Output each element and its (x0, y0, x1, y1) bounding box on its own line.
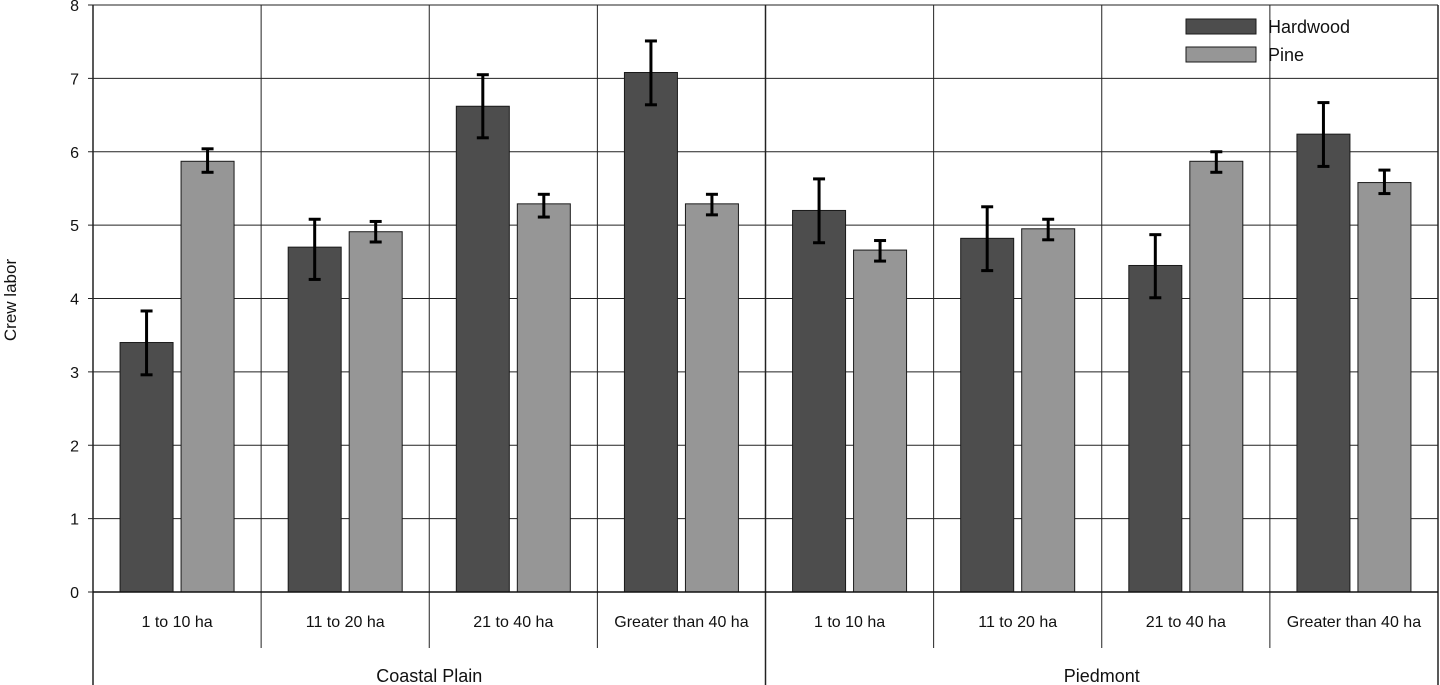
y-tick-label: 0 (70, 585, 79, 602)
legend-swatch-hardwood (1185, 18, 1257, 35)
bar-hardwood (792, 209, 847, 593)
x-category-label: 11 to 20 ha (306, 614, 385, 631)
bar-hardwood (1128, 264, 1183, 593)
legend: Hardwood Pine (1185, 17, 1350, 65)
y-tick-label: 5 (70, 218, 79, 235)
legend-label-hardwood: Hardwood (1268, 17, 1350, 37)
bars (119, 39, 1412, 593)
x-category-label: 11 to 20 ha (978, 614, 1057, 631)
x-category-label: 21 to 40 ha (473, 614, 553, 631)
bar-pine (684, 203, 739, 593)
y-tick-label: 2 (70, 438, 79, 455)
x-category-label: 1 to 10 ha (141, 614, 212, 631)
bar-hardwood (455, 105, 510, 593)
grid-lines (92, 4, 1439, 685)
bar-hardwood (623, 72, 678, 593)
bar-pine (348, 231, 403, 593)
y-tick-label: 1 (70, 512, 79, 529)
axes (88, 4, 1438, 593)
y-tick-label: 4 (70, 292, 79, 309)
bar-pine (1357, 182, 1412, 593)
x-category-label: Greater than 40 ha (1287, 614, 1421, 631)
x-category-label: Greater than 40 ha (614, 614, 748, 631)
x-category-label: 21 to 40 ha (1146, 614, 1226, 631)
y-tick-label: 8 (70, 0, 79, 15)
y-tick-label: 3 (70, 365, 79, 382)
bar-pine (1021, 228, 1076, 593)
bar-pine (516, 203, 571, 593)
bar-hardwood (119, 342, 174, 593)
x-category-label: 1 to 10 ha (814, 614, 885, 631)
bar-pine (180, 160, 235, 593)
y-tick-label: 7 (70, 71, 79, 88)
bar-hardwood (1296, 133, 1351, 593)
bar-pine (1189, 160, 1244, 593)
group-label: Coastal Plain (376, 666, 482, 685)
legend-swatch-pine (1185, 46, 1257, 63)
group-label: Piedmont (1064, 666, 1140, 685)
bar-hardwood (960, 237, 1015, 593)
y-axis-title: Crew labor (1, 259, 20, 342)
bar-hardwood (287, 246, 342, 593)
bar-pine (853, 249, 908, 593)
labels: 0 1 2 3 4 5 6 7 8 1 to 10 ha 11 to 20 ha 21 to 40 h… (70, 0, 1421, 685)
legend-label-pine: Pine (1268, 45, 1304, 65)
y-tick-label: 6 (70, 145, 79, 162)
